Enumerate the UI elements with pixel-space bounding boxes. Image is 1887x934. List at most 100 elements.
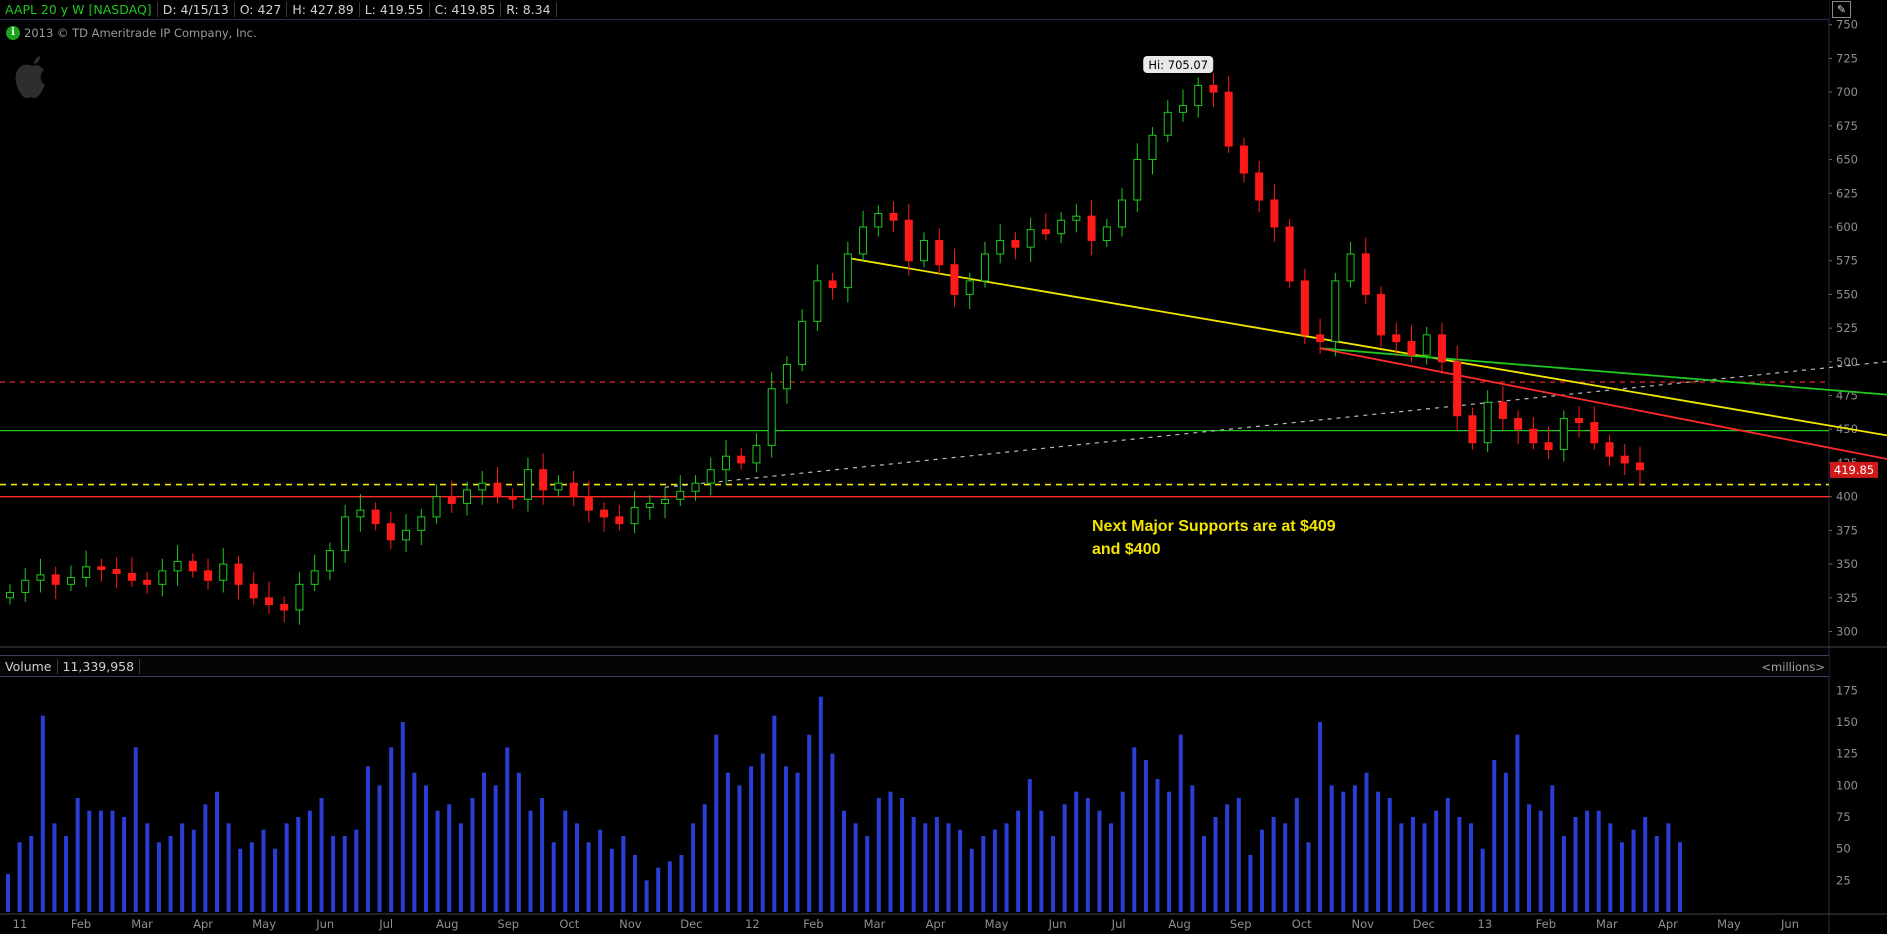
volume-bar — [830, 753, 835, 912]
date-tick-label: Jun — [1048, 917, 1067, 931]
volume-bar — [644, 880, 649, 912]
volume-bar — [1271, 817, 1276, 912]
price-tick-label: 300 — [1836, 625, 1858, 639]
volume-bar — [691, 823, 696, 912]
candle-body — [1255, 172, 1264, 201]
volume-bar — [551, 842, 556, 912]
volume-bar — [1097, 810, 1102, 912]
volume-bar — [1619, 842, 1624, 912]
volume-bar — [1341, 791, 1346, 912]
date-tick-label: 13 — [1478, 917, 1493, 931]
candle-body — [539, 469, 548, 491]
candle-body — [1392, 334, 1401, 343]
candle-body — [828, 280, 837, 289]
candle-body — [1575, 417, 1584, 424]
red-trend-line — [1319, 347, 1887, 460]
volume-bar — [934, 817, 939, 912]
candle-body — [1148, 134, 1157, 161]
volume-bar — [1538, 810, 1543, 912]
volume-bar — [795, 772, 800, 912]
volume-bar — [1434, 810, 1439, 912]
volume-bar — [1004, 823, 1009, 912]
volume-bar — [1190, 785, 1195, 912]
volume-bar — [911, 817, 916, 912]
volume-bar — [818, 696, 823, 912]
volume-bar — [307, 810, 312, 912]
volume-bar — [505, 747, 510, 912]
candle-body — [1285, 226, 1294, 282]
date-tick-label: Mar — [131, 917, 153, 931]
volume-bar — [1527, 804, 1532, 912]
chart-header-bar: AAPL 20 y W [NASDAQ] D: 4/15/13 O: 427 H… — [0, 0, 1829, 20]
annotation-line-2: and $400 — [1092, 541, 1161, 558]
date-tick-label: Feb — [71, 917, 91, 931]
volume-bar — [1596, 810, 1601, 912]
volume-bar — [1410, 817, 1415, 912]
volume-bar — [783, 766, 788, 912]
volume-bar — [981, 836, 986, 912]
candle-body — [1437, 334, 1446, 363]
candle-body — [1559, 417, 1568, 450]
candle-body — [630, 506, 639, 525]
candle-body — [1209, 84, 1218, 93]
volume-bar — [1062, 804, 1067, 912]
candle-body — [127, 573, 136, 581]
volume-bar — [1143, 760, 1148, 912]
symbol-label[interactable]: AAPL 20 y W [NASDAQ] — [0, 2, 158, 17]
volume-bar — [354, 829, 359, 912]
green-trend-line — [1320, 347, 1887, 396]
drawing-tool-icon[interactable]: ✎ — [1832, 1, 1851, 18]
volume-bar — [1085, 798, 1090, 912]
date-tick-label: Sep — [1230, 917, 1252, 931]
volume-bar — [29, 836, 34, 912]
candle-body — [417, 516, 426, 531]
candle-body — [1331, 280, 1340, 343]
candle-body — [737, 455, 746, 464]
volume-bar — [1445, 798, 1450, 912]
price-tick-label: 675 — [1836, 119, 1858, 133]
volume-bar — [760, 753, 765, 912]
info-icon[interactable]: i — [6, 26, 20, 40]
candle-body — [1270, 199, 1279, 228]
volume-bar — [1352, 785, 1357, 912]
volume-bar — [284, 823, 289, 912]
volume-bar — [145, 823, 150, 912]
date-tick-label: Dec — [680, 917, 702, 931]
price-tick-label: 550 — [1836, 287, 1858, 301]
volume-bar — [1329, 785, 1334, 912]
volume-bar — [1469, 823, 1473, 912]
candle-body — [721, 455, 730, 471]
candle-body — [371, 509, 380, 525]
candle-body — [341, 516, 350, 552]
volume-bar — [110, 810, 115, 912]
candle-body — [204, 570, 213, 581]
volume-bar — [75, 798, 80, 912]
volume-bar — [1318, 722, 1323, 912]
candle-body — [447, 496, 456, 504]
candle-body — [1300, 280, 1309, 336]
candle-body — [325, 550, 334, 572]
volume-bar — [64, 836, 69, 912]
volume-bar — [737, 785, 742, 912]
volume-bar — [1016, 810, 1021, 912]
volume-bar — [1109, 823, 1114, 912]
candle-body — [950, 264, 959, 295]
candle-body — [1605, 442, 1614, 457]
volume-header-bar: Volume 11,339,958 — [0, 655, 1829, 677]
volume-bar — [1213, 817, 1218, 912]
candle-body — [264, 597, 273, 606]
volume-bar — [400, 722, 405, 912]
candle-body — [1529, 428, 1538, 444]
candle-body — [935, 239, 944, 266]
candle-body — [1498, 401, 1507, 419]
volume-bar — [273, 848, 278, 912]
candle-body — [752, 444, 761, 464]
date-tick-label: Apr — [193, 917, 213, 931]
volume-bar — [1120, 791, 1125, 912]
volume-bar — [1225, 804, 1230, 912]
price-tick-label: 400 — [1836, 490, 1858, 504]
candle-body — [112, 568, 121, 575]
volume-bar — [656, 867, 661, 912]
candle-body — [767, 388, 776, 446]
candle-body — [859, 226, 868, 255]
